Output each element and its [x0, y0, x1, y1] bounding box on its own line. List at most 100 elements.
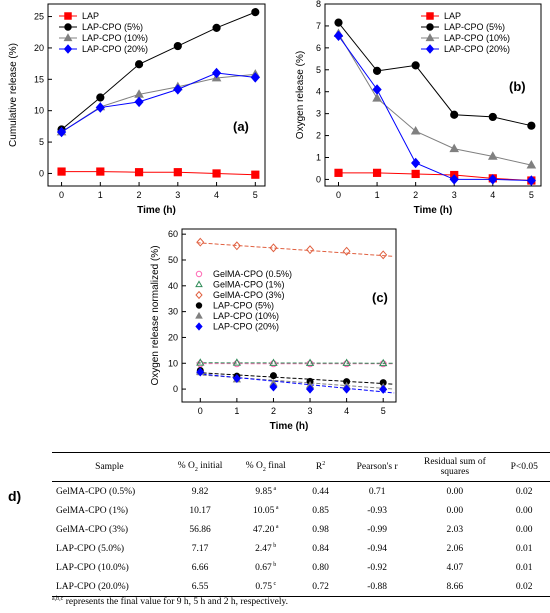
cell-sample: LAP-CPO (20.0%) — [52, 577, 167, 597]
cell-r2: 0.98 — [312, 524, 329, 535]
series-line — [61, 11, 256, 130]
x-tick-label: 2 — [137, 190, 142, 200]
data-point — [450, 110, 459, 119]
y-axis-label: Cumulative release (%) — [8, 43, 19, 147]
panel-label: (a) — [233, 119, 249, 134]
data-point — [232, 241, 241, 251]
y-tick-label: 0 — [316, 174, 321, 184]
data-point — [334, 18, 343, 27]
cell-r2: 0.44 — [312, 486, 329, 497]
data-point — [269, 360, 277, 368]
plot-frame — [324, 3, 542, 187]
cell-r2: 0.72 — [298, 577, 344, 597]
data-point — [196, 367, 205, 377]
panel-label: (b) — [509, 79, 526, 94]
col-header-pearson: Pearson's r — [343, 452, 412, 482]
cell-final: 0.75 c — [233, 577, 299, 597]
fit-line — [196, 373, 395, 394]
data-point — [269, 372, 277, 380]
y-tick-label: 8 — [316, 0, 321, 9]
table-row: GelMA-CPO (1%) 10.17 10.05 a 0.85 -0.93 0.00 0… — [52, 501, 550, 520]
x-tick-label: 4 — [490, 190, 495, 200]
col-header-rss: Residual sum of squares — [411, 452, 499, 482]
cell-pearson: -0.88 — [343, 577, 412, 597]
data-point — [526, 160, 537, 169]
data-point — [134, 60, 144, 69]
cell-final: 10.05 a — [252, 504, 279, 517]
x-tick-label: 1 — [98, 190, 103, 200]
data-point — [487, 151, 498, 160]
data-point — [306, 245, 315, 255]
x-axis-label: Time (h) — [137, 205, 176, 216]
cell-final: 47.20 a — [252, 523, 279, 536]
cell-pearson: -0.99 — [367, 524, 388, 535]
cell-rss: 2.06 — [446, 543, 464, 554]
y-tick-label: 20 — [34, 43, 44, 53]
cell-p: 0.01 — [515, 543, 533, 554]
legend-label: GelMA-CPO (3%) — [213, 290, 285, 300]
x-tick-label: 5 — [529, 190, 534, 200]
data-point — [251, 170, 260, 179]
col-header-r2: R2 — [298, 452, 344, 482]
data-point — [269, 358, 278, 366]
legend-label: LAP-CPO (20%) — [444, 44, 510, 54]
data-point — [334, 168, 343, 177]
legend-marker — [195, 302, 203, 309]
cell-rss: 8.66 — [411, 577, 499, 597]
cell-initial: 7.17 — [191, 543, 209, 554]
x-tick-label: 0 — [59, 190, 64, 200]
cell-initial: 9.82 — [191, 486, 209, 497]
cell-initial: 10.17 — [189, 505, 211, 516]
x-axis-label: Time (h) — [270, 421, 309, 432]
y-tick-label: 5 — [316, 65, 321, 75]
cell-sample: GelMA-CPO (0.5%) — [56, 486, 136, 497]
plot-frame — [47, 3, 266, 187]
fit-line — [196, 242, 395, 257]
y-tick-label: 7 — [316, 21, 321, 31]
cell-initial: 56.86 — [189, 524, 211, 535]
legend-label: LAP-CPO (20%) — [213, 322, 279, 332]
y-tick-label: 40 — [168, 281, 178, 291]
cell-p: 0.00 — [515, 524, 533, 535]
col-header-initial: % O2 initial — [166, 452, 234, 482]
fit-line — [196, 374, 395, 390]
data-point — [372, 84, 382, 95]
legend-marker — [63, 33, 73, 42]
data-point — [372, 93, 382, 102]
table-row: LAP-CPO (20.0%) 6.55 0.75 c 0.72 -0.88 8.66 0.… — [52, 577, 550, 597]
legend-marker — [63, 44, 73, 54]
cell-initial: 6.55 — [166, 577, 234, 597]
cell-sample: LAP-CPO (5.0%) — [56, 543, 125, 554]
data-point — [526, 175, 536, 186]
data-point — [251, 8, 260, 17]
legend-marker — [64, 12, 72, 20]
regression-table: Sample % O2 initial % O2 final R2 Pearso… — [52, 452, 550, 597]
cell-final: 2.47 b — [255, 542, 277, 555]
final-superscript: a — [274, 504, 279, 511]
y-tick-label: 0 — [39, 168, 44, 178]
y-tick-label: 4 — [316, 87, 321, 97]
x-tick-label: 4 — [214, 190, 219, 200]
series-line — [338, 22, 532, 127]
y-tick-label: 5 — [39, 137, 44, 147]
data-point — [96, 93, 105, 102]
final-superscript: a — [274, 523, 279, 530]
legend-marker — [425, 44, 435, 54]
fit-line — [196, 372, 395, 385]
table-row: LAP-CPO (5.0%) 7.17 2.47 b 0.84 -0.94 2.06 0.0… — [52, 539, 550, 558]
cell-pearson: 0.71 — [368, 486, 386, 497]
cell-r2: 0.85 — [312, 505, 329, 516]
legend-marker — [426, 23, 434, 31]
x-tick-label: 0 — [198, 406, 203, 416]
legend-label: LAP-CPO (10%) — [444, 33, 510, 43]
data-point — [343, 360, 351, 368]
x-tick-label: 1 — [234, 406, 239, 416]
data-point — [196, 237, 205, 247]
x-tick-label: 3 — [308, 406, 313, 416]
y-tick-label: 0 — [173, 384, 178, 394]
cell-rss: 0.00 — [446, 486, 464, 497]
cell-rss: 2.03 — [446, 524, 464, 535]
cell-p: 0.00 — [515, 505, 533, 516]
x-axis-label: Time (h) — [414, 205, 453, 216]
